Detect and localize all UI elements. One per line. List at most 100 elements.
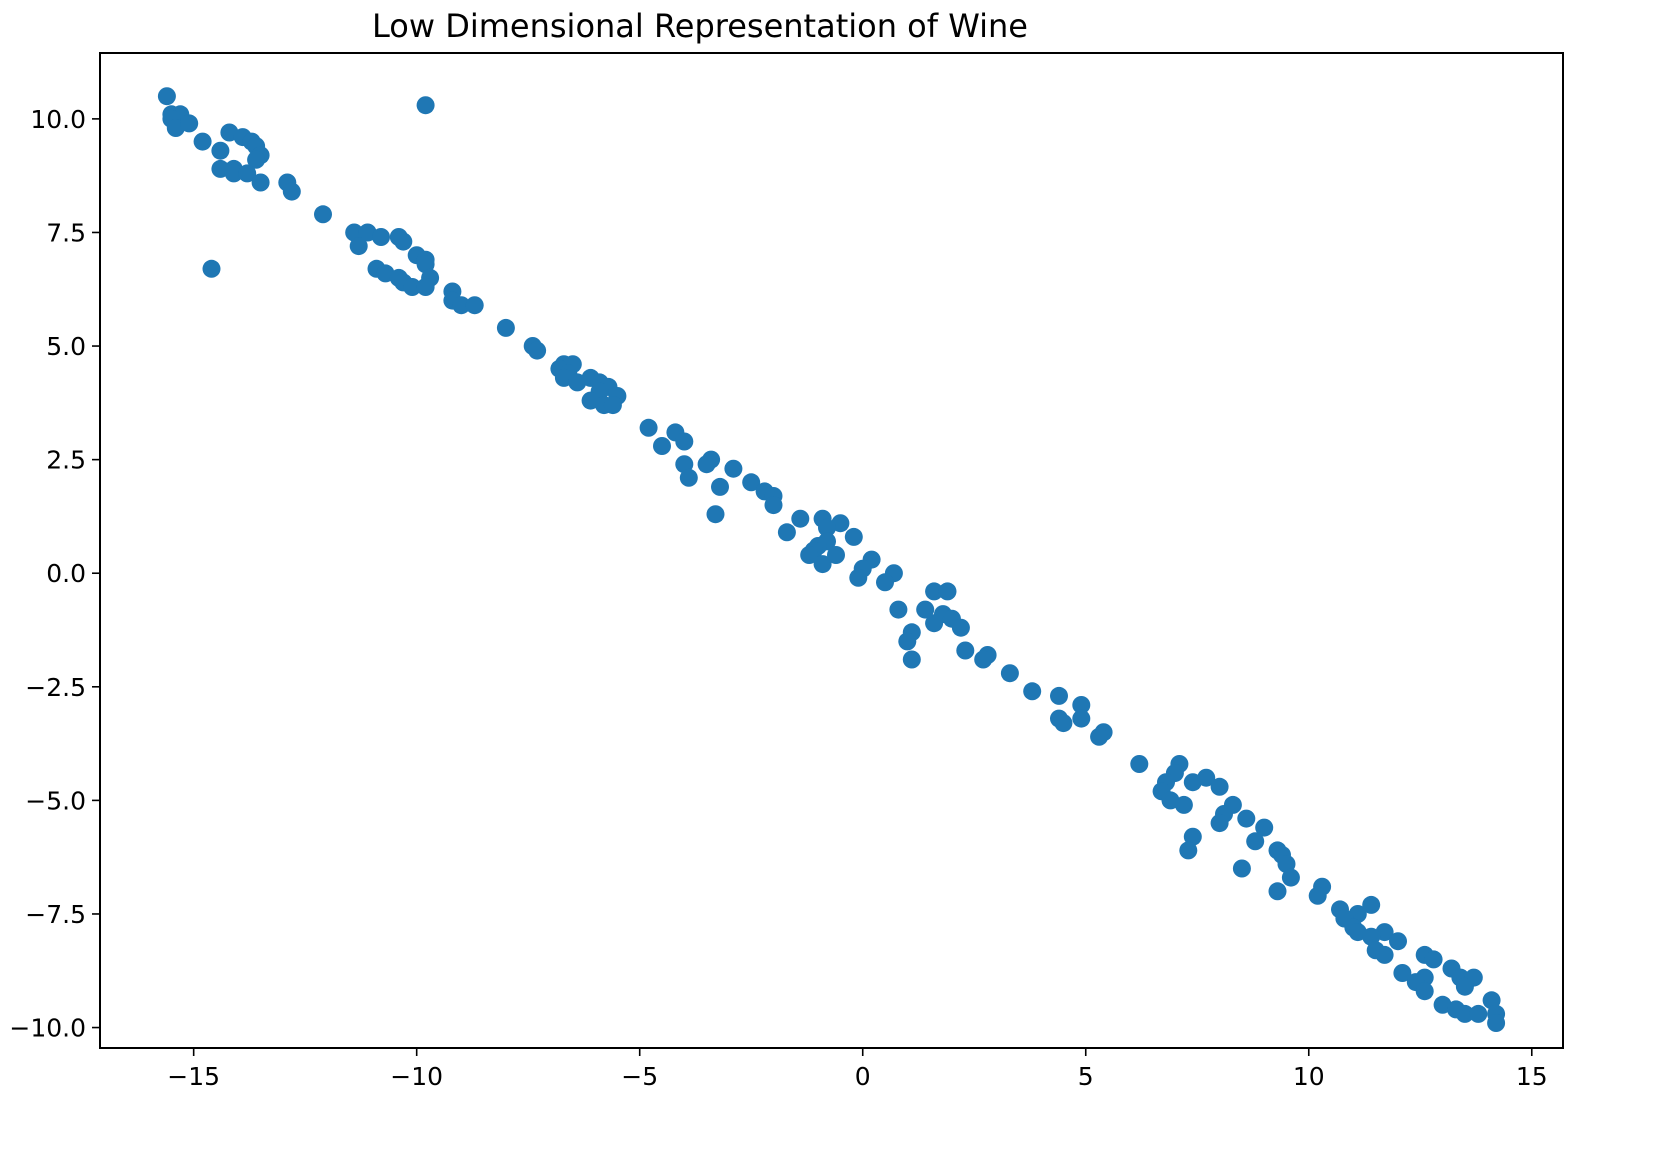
- data-point: [1455, 1004, 1474, 1023]
- data-point: [1130, 755, 1149, 773]
- data-point: [528, 341, 547, 360]
- data-point: [711, 477, 729, 496]
- data-point: [1197, 768, 1216, 787]
- ticks-layer: −15 −10 −5 0 5 10 15 10.0 7.5 5.0 2.5 0.0 −2.5 −5.0 −7…: [9, 105, 1547, 1091]
- data-point: [416, 278, 435, 296]
- data-point: [247, 150, 266, 169]
- y-tick-label: −5.0: [25, 786, 86, 815]
- data-point: [1362, 895, 1381, 914]
- data-point: [1090, 727, 1109, 746]
- data-point: [675, 432, 694, 451]
- data-point: [157, 87, 176, 106]
- data-point: [679, 468, 698, 487]
- data-point: [1210, 777, 1229, 796]
- data-point: [916, 600, 935, 619]
- x-tick-label: −10: [390, 1062, 443, 1091]
- data-point: [876, 573, 894, 592]
- data-point: [777, 523, 796, 542]
- data-point: [394, 232, 413, 251]
- data-point: [1375, 945, 1394, 964]
- data-point: [345, 223, 364, 242]
- data-point: [465, 296, 484, 315]
- data-point: [697, 455, 716, 474]
- y-tick-label: 7.5: [46, 218, 86, 247]
- data-point: [1072, 709, 1091, 728]
- points-layer: [157, 87, 1506, 1032]
- data-point: [416, 255, 435, 274]
- data-point: [496, 318, 515, 337]
- data-point: [314, 205, 332, 224]
- data-point: [1000, 664, 1019, 683]
- data-point: [951, 618, 970, 637]
- data-point: [956, 641, 975, 660]
- data-point: [791, 509, 810, 528]
- y-tick-label: −10.0: [9, 1014, 86, 1043]
- data-point: [849, 568, 868, 587]
- data-point: [827, 546, 845, 564]
- x-tick-label: −15: [167, 1062, 220, 1091]
- data-point: [1210, 814, 1229, 833]
- data-point: [1415, 982, 1434, 1001]
- data-point: [202, 259, 221, 278]
- data-point: [639, 418, 658, 437]
- data-point: [251, 173, 270, 192]
- data-point: [653, 437, 671, 455]
- data-point: [1054, 714, 1073, 733]
- data-point: [1050, 686, 1068, 705]
- x-tick-label: 10: [1293, 1062, 1325, 1091]
- data-point: [938, 582, 957, 601]
- x-tick-label: 15: [1516, 1062, 1548, 1091]
- data-point: [898, 632, 917, 651]
- data-point: [1482, 991, 1501, 1010]
- data-point: [1455, 977, 1474, 996]
- data-point: [224, 164, 243, 183]
- data-point: [1246, 832, 1265, 851]
- data-point: [180, 114, 199, 133]
- data-point: [1232, 859, 1251, 878]
- data-point: [764, 496, 783, 515]
- data-point: [889, 600, 908, 619]
- data-point: [1072, 696, 1091, 714]
- data-point: [1237, 809, 1256, 828]
- data-point: [452, 296, 471, 315]
- data-point: [193, 132, 212, 151]
- data-point: [844, 527, 863, 546]
- y-tick-label: 0.0: [46, 559, 86, 588]
- data-point: [349, 237, 368, 256]
- y-tick-label: −2.5: [25, 673, 86, 702]
- data-point: [282, 182, 301, 201]
- data-point: [1362, 927, 1381, 946]
- x-tick-label: −5: [621, 1062, 658, 1091]
- data-point: [800, 546, 819, 564]
- data-point: [1255, 818, 1274, 837]
- data-point: [1487, 1014, 1506, 1032]
- data-point: [925, 614, 944, 633]
- data-point: [925, 582, 944, 601]
- plot-frame: [99, 52, 1564, 1049]
- data-point: [416, 96, 435, 115]
- data-point: [1308, 886, 1327, 905]
- x-tick-label: 0: [855, 1062, 871, 1091]
- data-point: [1389, 932, 1407, 951]
- y-tick-label: 2.5: [46, 446, 86, 475]
- y-tick-label: 10.0: [30, 105, 86, 134]
- data-point: [1424, 950, 1443, 969]
- x-tick-label: 5: [1078, 1062, 1094, 1091]
- chart-title: Low Dimensional Representation of Wine: [372, 7, 1028, 45]
- data-point: [1174, 795, 1193, 814]
- data-point: [1268, 882, 1287, 901]
- data-point: [706, 505, 725, 524]
- data-point: [974, 650, 993, 669]
- y-tick-label: −7.5: [25, 900, 86, 929]
- data-point: [813, 555, 832, 574]
- data-point: [603, 396, 622, 415]
- data-point: [403, 278, 422, 296]
- data-point: [238, 164, 257, 183]
- data-point: [724, 459, 743, 478]
- data-point: [1179, 841, 1198, 860]
- data-point: [902, 650, 921, 669]
- data-point: [1393, 964, 1412, 982]
- data-point: [818, 518, 836, 537]
- data-point: [211, 141, 230, 160]
